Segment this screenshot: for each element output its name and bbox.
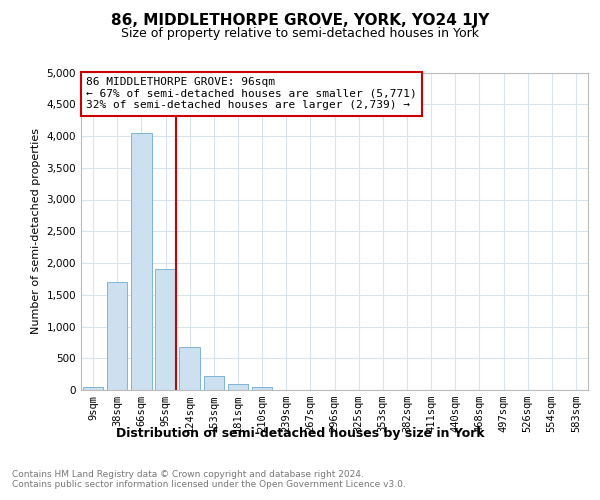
Text: 86, MIDDLETHORPE GROVE, YORK, YO24 1JY: 86, MIDDLETHORPE GROVE, YORK, YO24 1JY (111, 12, 489, 28)
Text: Contains HM Land Registry data © Crown copyright and database right 2024.
Contai: Contains HM Land Registry data © Crown c… (12, 470, 406, 490)
Bar (131, 133, 152, 390)
Bar (107, 282, 127, 390)
Text: Size of property relative to semi-detached houses in York: Size of property relative to semi-detach… (121, 28, 479, 40)
Bar (179, 347, 200, 390)
Bar (252, 386, 272, 390)
Y-axis label: Number of semi-detached properties: Number of semi-detached properties (31, 128, 41, 334)
Bar (155, 270, 176, 390)
Bar (83, 387, 103, 390)
Bar (227, 384, 248, 390)
Bar (203, 376, 224, 390)
Text: Distribution of semi-detached houses by size in York: Distribution of semi-detached houses by … (116, 428, 484, 440)
Text: 86 MIDDLETHORPE GROVE: 96sqm
← 67% of semi-detached houses are smaller (5,771)
3: 86 MIDDLETHORPE GROVE: 96sqm ← 67% of se… (86, 78, 417, 110)
